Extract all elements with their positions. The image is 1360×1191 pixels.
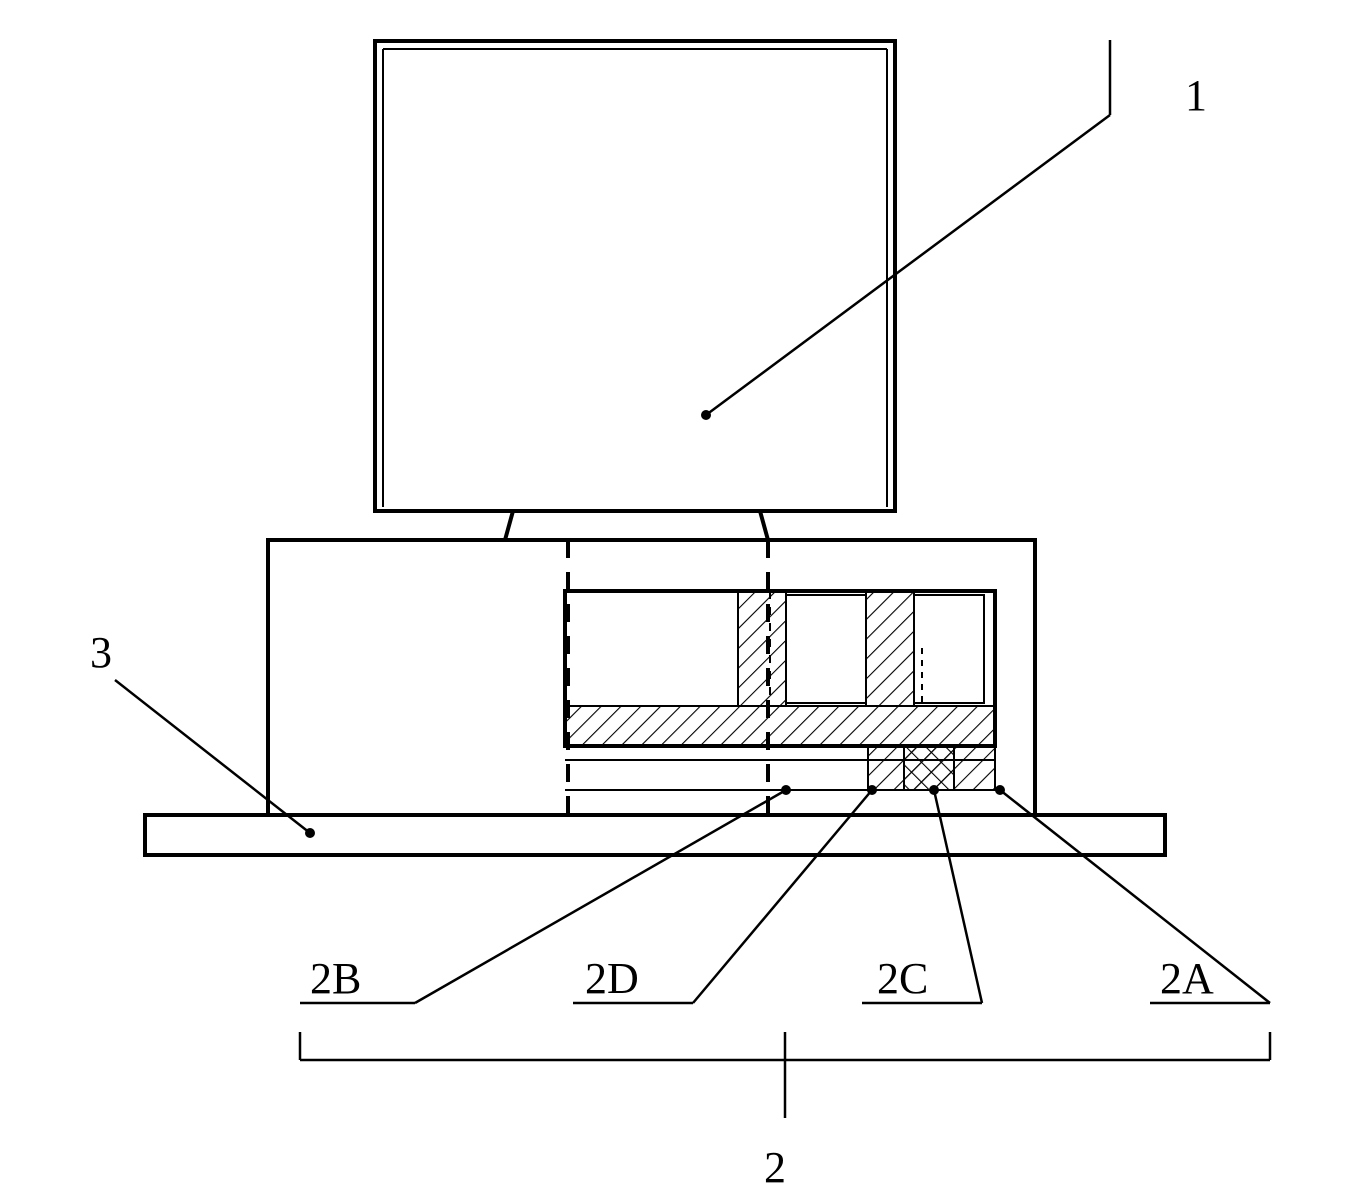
base-plate	[145, 815, 1165, 855]
svg-text:3: 3	[90, 628, 112, 677]
engineering-diagram: 1 3 2B 2D 2C 2A 2	[0, 0, 1360, 1191]
svg-text:1: 1	[1185, 71, 1207, 120]
svg-text:2: 2	[764, 1143, 786, 1191]
svg-text:2C: 2C	[877, 954, 928, 1003]
svg-text:2D: 2D	[585, 954, 639, 1003]
svg-text:2A: 2A	[1160, 954, 1214, 1003]
top-box	[375, 41, 895, 511]
svg-text:2B: 2B	[310, 954, 361, 1003]
